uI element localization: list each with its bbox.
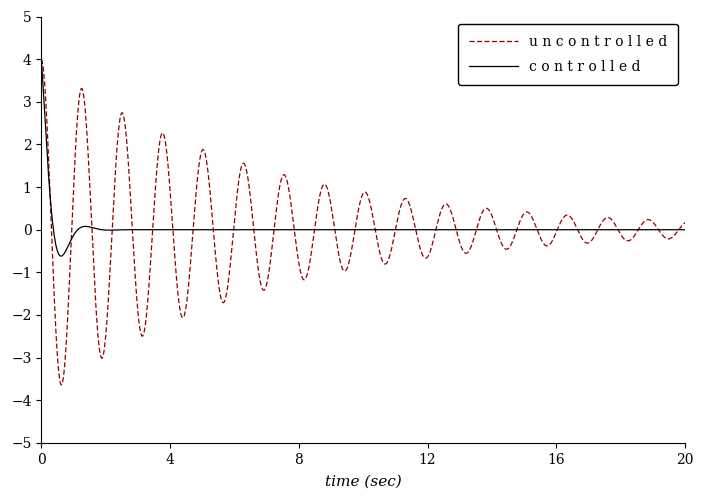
Legend: u n c o n t r o l l e d, c o n t r o l l e d: u n c o n t r o l l e d, c o n t r o l l… bbox=[458, 24, 678, 85]
controlled bbox=[681, 226, 689, 232]
controlled bbox=[361, 226, 369, 232]
controlled bbox=[57, 253, 66, 259]
controlled bbox=[318, 226, 326, 232]
controlled bbox=[128, 226, 136, 232]
uncontrolled bbox=[165, 178, 173, 184]
uncontrolled bbox=[318, 183, 326, 189]
X-axis label: time (sec): time (sec) bbox=[325, 475, 402, 489]
uncontrolled bbox=[475, 216, 484, 222]
Line: controlled: controlled bbox=[42, 59, 685, 256]
uncontrolled bbox=[311, 220, 319, 226]
uncontrolled bbox=[128, 222, 136, 228]
controlled bbox=[311, 226, 319, 232]
uncontrolled bbox=[57, 382, 66, 388]
uncontrolled bbox=[37, 56, 46, 62]
controlled bbox=[475, 226, 484, 232]
uncontrolled bbox=[681, 220, 689, 226]
controlled bbox=[165, 226, 173, 232]
Line: uncontrolled: uncontrolled bbox=[42, 59, 685, 385]
uncontrolled bbox=[361, 189, 369, 195]
controlled bbox=[37, 56, 46, 62]
